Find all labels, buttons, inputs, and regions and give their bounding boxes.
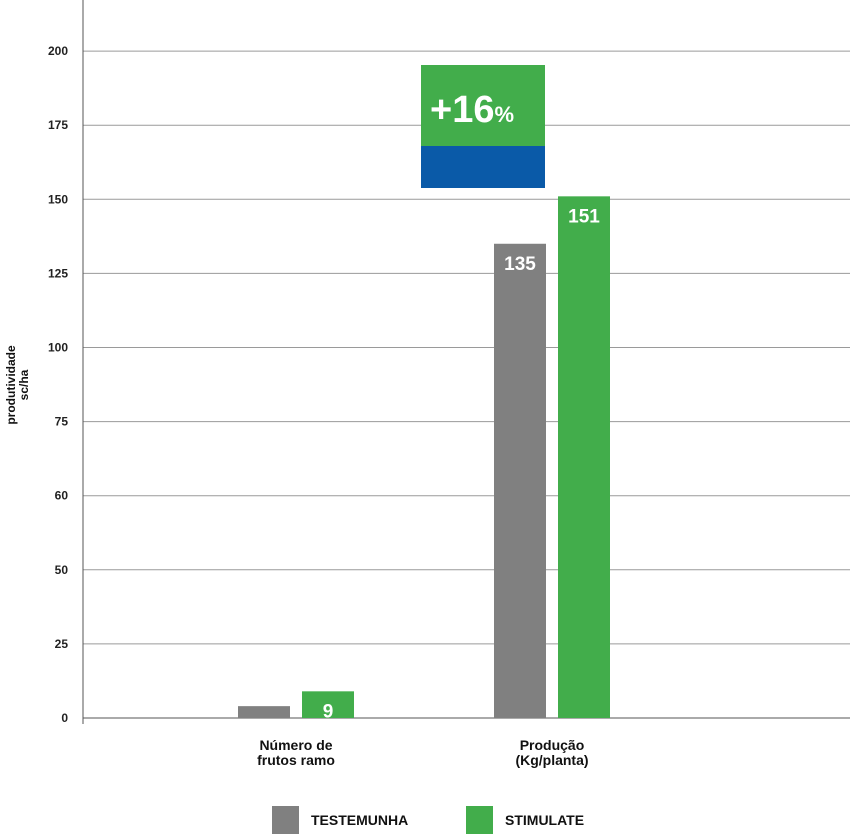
legend-item-testemunha: TESTEMUNHA: [272, 806, 408, 834]
bar: [238, 706, 290, 718]
badge-blue-block: [421, 146, 545, 188]
y-tick-label: 200: [48, 44, 68, 58]
y-tick-label: 25: [55, 637, 69, 651]
bar-value-label: 151: [568, 206, 600, 227]
data-labels: 4 9 135 151: [259, 206, 601, 737]
bar: [494, 243, 546, 718]
legend-item-stimulate: STIMULATE: [466, 806, 584, 834]
legend-label-testemunha: TESTEMUNHA: [311, 812, 409, 828]
y-tick-label: 75: [55, 415, 69, 429]
badge-green-block: [421, 65, 545, 146]
legend-label-stimulate: STIMULATE: [505, 812, 585, 828]
category-label: frutos ramo: [257, 752, 335, 768]
category-label: Número de: [259, 737, 332, 753]
badge-text: +16%: [430, 89, 514, 131]
legend-swatch-testemunha: [272, 806, 299, 834]
y-tick-label: 125: [48, 266, 68, 280]
y-tick-label: 175: [48, 118, 68, 132]
bar-value-label: 135: [504, 254, 536, 275]
y-tick-label: 100: [48, 341, 68, 355]
bar-value-label: 4: [259, 716, 270, 737]
bar: [558, 196, 610, 718]
y-axis-label-line-1: produtividade: [4, 345, 18, 425]
y-tick-label: 150: [48, 192, 68, 206]
bar-value-label: 9: [323, 701, 334, 722]
bars: [238, 196, 610, 718]
category-label: (Kg/planta): [515, 752, 588, 768]
badge-unit: %: [494, 102, 514, 127]
badge-number: +16: [430, 89, 494, 131]
percent-increase-badge: +16%: [421, 65, 545, 188]
y-tick-label: 50: [55, 563, 69, 577]
y-axis-label-line-2: sc/ha: [17, 369, 31, 400]
category-label: Produção: [520, 737, 585, 753]
y-tick-labels: 0 25 50 60 75 100 125 150 175 200: [48, 44, 68, 725]
bar: [302, 691, 354, 718]
y-tick-label: 0: [61, 711, 68, 725]
legend-swatch-stimulate: [466, 806, 493, 834]
y-tick-label: 60: [55, 489, 69, 503]
